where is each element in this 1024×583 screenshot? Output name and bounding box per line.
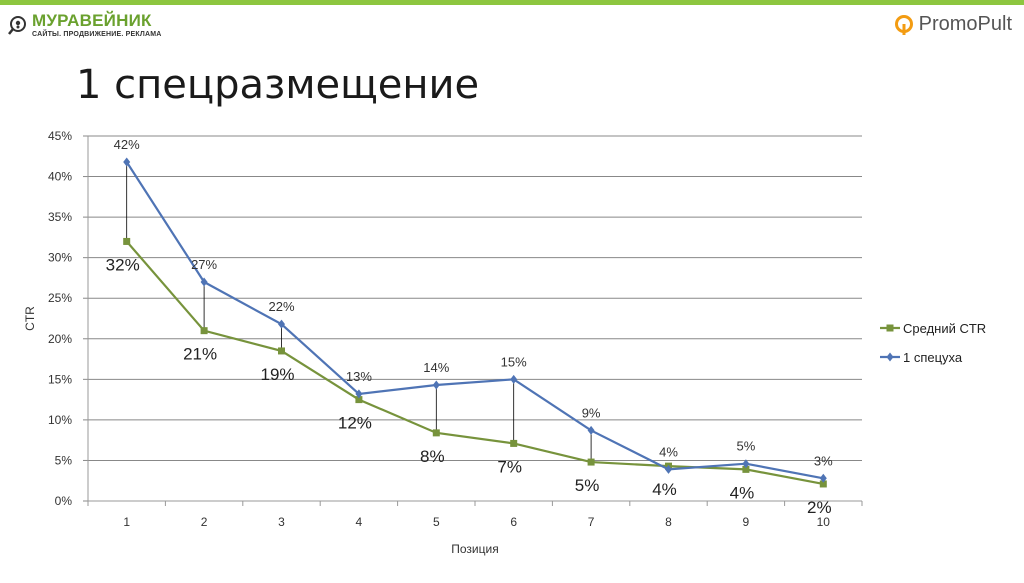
legend-marker-diamond [886,352,894,362]
y-tick-label: 0% [55,494,73,508]
y-axis-label: CTR [23,306,37,331]
legend-entry: 1 спецуха [903,350,963,365]
data-label-average: 12% [338,414,372,433]
data-label-special: 22% [268,299,294,314]
y-axis-ticks: 0% 5% 10% 15% 20% 25% 30% 35% 40% 45% [48,129,72,508]
data-label-average: 21% [183,345,217,364]
data-label-special: 42% [114,137,140,152]
data-point-diamond [432,380,440,390]
data-point-diamond [742,459,750,469]
y-tick-label: 25% [48,291,72,305]
data-label-average: 8% [420,447,445,466]
data-label-average: 5% [575,476,600,495]
y-tick-label: 20% [48,332,72,346]
data-point-diamond [510,374,518,384]
x-tick-label: 2 [201,515,208,529]
x-tick-label: 7 [588,515,595,529]
x-axis-label: Позиция [451,542,498,556]
data-point-square [587,458,595,466]
data-point-square [123,237,131,245]
legend-marker-square [886,324,894,332]
x-tick-label: 4 [356,515,363,529]
y-tick-label: 30% [48,251,72,265]
chart-grid [83,135,863,506]
data-point-diamond [355,389,363,399]
y-tick-label: 35% [48,210,72,224]
data-label-special: 14% [423,360,449,375]
data-label-special: 3% [814,453,833,468]
data-labels: 42% 27% 22% 13% 14% 15% 9% 4% 5% 3% 32% 21% 19% 12% 8%… [106,137,833,517]
data-point-diamond [123,157,131,167]
data-label-special: 9% [582,405,601,420]
magnifier-ant-icon [8,16,26,35]
data-label-special: 5% [737,439,756,454]
data-point-diamond [819,473,827,483]
data-point-diamond [278,319,285,329]
data-label-special: 15% [501,354,527,369]
data-label-average: 19% [260,365,294,384]
x-tick-label: 10 [817,515,831,529]
logo-right-text: PromoPult [918,13,1012,35]
series-line-average-ctr [125,240,824,486]
chart-legend: Средний CTR 1 спецуха [880,321,986,365]
data-point-square [742,465,750,473]
data-point-square [510,439,518,447]
x-axis-ticks: 1 2 3 4 5 6 7 8 9 10 [123,515,830,529]
data-point-diamond [200,277,208,287]
data-label-special: 13% [346,369,372,384]
data-label-average: 4% [652,480,677,499]
x-tick-label: 5 [433,515,440,529]
data-point-square [278,347,285,355]
series-lines [123,157,827,488]
data-point-square [819,480,827,488]
series-line-special [125,161,824,480]
muraveinik-logo: МУРАВЕЙНИК САЙТЫ. ПРОДВИЖЕНИЕ. РЕКЛАМА [8,12,162,38]
logo-left-name: МУРАВЕЙНИК [32,11,152,30]
y-tick-label: 10% [48,413,72,427]
y-tick-label: 5% [55,453,73,467]
data-point-square [432,429,440,437]
x-tick-label: 9 [743,515,750,529]
data-label-average: 4% [730,483,755,502]
data-point-diamond [587,425,595,435]
data-label-special: 27% [191,257,217,272]
x-tick-label: 3 [278,515,285,529]
data-label-special: 4% [659,444,678,459]
legend-entry: Средний CTR [903,321,986,336]
x-tick-label: 6 [510,515,517,529]
y-tick-label: 15% [48,372,72,386]
data-point-square [200,327,208,335]
data-point-square [355,396,363,404]
y-tick-label: 40% [48,170,72,184]
y-tick-label: 45% [48,129,72,143]
data-point-diamond [665,464,672,474]
x-tick-label: 8 [665,515,672,529]
top-accent-bar [0,0,1024,5]
data-label-average: 7% [497,457,522,476]
difference-lines [126,161,592,463]
data-label-average: 32% [106,255,140,274]
data-label-average: 2% [807,498,832,517]
promopult-logo: PromoPult [894,13,1012,36]
promopult-mark-icon [894,14,913,35]
page-title: 1 спецразмещение [76,62,480,108]
logo-left-tagline: САЙТЫ. ПРОДВИЖЕНИЕ. РЕКЛАМА [32,31,162,38]
x-tick-label: 1 [123,515,130,529]
